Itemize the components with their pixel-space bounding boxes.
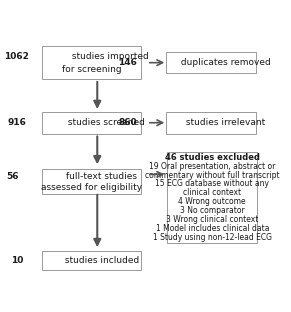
Text: 860 studies irrelevant: 860 studies irrelevant	[162, 118, 261, 127]
Text: 1062: 1062	[4, 52, 29, 61]
Text: 3 No comparator: 3 No comparator	[180, 206, 245, 215]
Text: studies screened: studies screened	[65, 118, 145, 127]
Text: 46 studies excluded: 46 studies excluded	[165, 153, 260, 162]
Text: duplicates removed: duplicates removed	[178, 58, 271, 67]
Text: studies included: studies included	[62, 256, 139, 265]
Text: 56: 56	[6, 172, 19, 181]
FancyBboxPatch shape	[166, 52, 256, 74]
Text: assessed for eligibility: assessed for eligibility	[41, 183, 142, 192]
Text: clinical context: clinical context	[183, 188, 241, 197]
Text: 4 Wrong outcome: 4 Wrong outcome	[178, 197, 246, 206]
Text: 146: 146	[118, 58, 137, 67]
Text: 19 Oral presentation, abstract or: 19 Oral presentation, abstract or	[149, 162, 276, 171]
Text: 916: 916	[8, 118, 26, 127]
FancyBboxPatch shape	[42, 251, 141, 270]
Text: 10 studies included: 10 studies included	[47, 256, 136, 265]
Text: 146 duplicates removed: 146 duplicates removed	[156, 58, 266, 67]
FancyBboxPatch shape	[167, 152, 258, 243]
Text: 860: 860	[118, 118, 137, 127]
FancyBboxPatch shape	[42, 169, 141, 194]
Text: 1062 studies imported: 1062 studies imported	[40, 52, 143, 61]
FancyBboxPatch shape	[42, 46, 141, 79]
Text: 1 Study using non-12-lead ECG: 1 Study using non-12-lead ECG	[153, 232, 272, 241]
Text: 10: 10	[11, 256, 23, 265]
Text: 56 full-text studies: 56 full-text studies	[49, 172, 134, 181]
Text: 15 ECG database without any: 15 ECG database without any	[155, 179, 269, 188]
Text: for screening: for screening	[62, 65, 121, 74]
Text: studies imported: studies imported	[69, 52, 149, 61]
FancyBboxPatch shape	[166, 112, 256, 134]
Text: 1 Model includes clinical data: 1 Model includes clinical data	[155, 224, 269, 233]
Text: 3 Wrong clinical context: 3 Wrong clinical context	[166, 215, 258, 224]
FancyBboxPatch shape	[42, 112, 141, 134]
Text: 916 studies screened: 916 studies screened	[43, 118, 140, 127]
Text: full-text studies: full-text studies	[63, 172, 137, 181]
Text: commentary without full transcript: commentary without full transcript	[145, 171, 280, 179]
Text: studies irrelevant: studies irrelevant	[183, 118, 265, 127]
